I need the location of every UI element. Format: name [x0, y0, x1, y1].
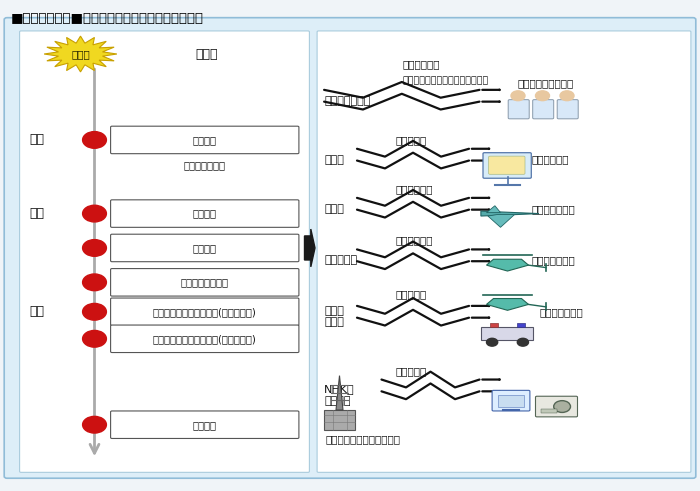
Text: ５分: ５分: [29, 305, 44, 318]
Text: 震度速報: 震度速報: [193, 135, 217, 145]
Circle shape: [536, 91, 550, 101]
Bar: [541, 409, 556, 413]
Text: ３分: ３分: [29, 207, 44, 220]
Polygon shape: [488, 215, 514, 227]
Circle shape: [83, 274, 106, 291]
Circle shape: [517, 338, 528, 346]
Text: 震度５弱以上: 震度５弱以上: [395, 236, 433, 246]
Text: 被害状況の調査: 被害状況の調査: [539, 307, 582, 317]
FancyBboxPatch shape: [492, 390, 530, 411]
Text: 震度４以上: 震度４以上: [395, 135, 427, 145]
Polygon shape: [481, 211, 539, 216]
Text: 警察庁
消防庁: 警察庁 消防庁: [324, 306, 344, 327]
Circle shape: [511, 91, 525, 101]
Text: 津波予報: 津波予報: [193, 209, 217, 218]
Bar: [498, 395, 524, 407]
Circle shape: [83, 330, 106, 347]
Text: 海上保安庁: 海上保安庁: [324, 255, 357, 265]
Text: 内閣情報調査室: 内閣情報調査室: [324, 96, 370, 106]
Circle shape: [486, 338, 498, 346]
Text: 震度５弱以上: 震度５弱以上: [395, 184, 433, 194]
Polygon shape: [486, 299, 528, 310]
Polygon shape: [336, 376, 343, 410]
Text: 緊急参集チーム招集: 緊急参集チーム招集: [518, 79, 574, 88]
FancyBboxPatch shape: [111, 200, 299, 227]
Text: 気象庁: 気象庁: [195, 48, 218, 60]
Circle shape: [83, 303, 106, 320]
Circle shape: [83, 132, 106, 148]
Circle shape: [560, 91, 574, 101]
FancyBboxPatch shape: [4, 18, 696, 478]
Text: 震源・震度に関する情報(震度３以上): 震源・震度に関する情報(震度３以上): [153, 307, 257, 317]
FancyBboxPatch shape: [20, 31, 309, 472]
Polygon shape: [486, 206, 500, 213]
Text: 地　震: 地 震: [71, 49, 90, 59]
FancyBboxPatch shape: [557, 100, 578, 119]
FancyBboxPatch shape: [111, 269, 299, 296]
Circle shape: [83, 205, 106, 222]
FancyBboxPatch shape: [317, 31, 691, 472]
Text: 防衛庁: 防衛庁: [324, 204, 344, 214]
FancyBboxPatch shape: [489, 156, 525, 174]
Polygon shape: [486, 259, 528, 271]
FancyBboxPatch shape: [508, 100, 529, 119]
Text: 震度６弱以上: 震度６弱以上: [402, 59, 440, 69]
Text: ２分: ２分: [29, 134, 44, 146]
FancyBboxPatch shape: [483, 153, 531, 178]
Circle shape: [83, 416, 106, 433]
Text: （東京都２３区内震度５強以上）: （東京都２３区内震度５強以上）: [402, 77, 489, 85]
Text: 津波情報: 津波情報: [193, 420, 217, 430]
Text: 津波情報: 津波情報: [193, 243, 217, 253]
Bar: [517, 323, 525, 327]
Text: 震度４以上: 震度４以上: [395, 290, 427, 300]
Text: 地震被害推計: 地震被害推計: [532, 155, 570, 164]
Text: 震源に関する情報: 震源に関する情報: [181, 277, 229, 287]
Polygon shape: [44, 36, 117, 72]
Polygon shape: [304, 229, 315, 267]
FancyBboxPatch shape: [111, 234, 299, 262]
FancyBboxPatch shape: [111, 325, 299, 353]
Text: 内閣府: 内閣府: [324, 155, 344, 164]
FancyBboxPatch shape: [536, 396, 578, 417]
Text: NHK等
放送機関: NHK等 放送機関: [324, 384, 355, 406]
Circle shape: [83, 240, 106, 256]
Text: 被害状況の調査: 被害状況の調査: [532, 255, 575, 265]
FancyBboxPatch shape: [111, 411, 299, 438]
Text: 各地の震度に関する情報(震度１以上): 各地の震度に関する情報(震度１以上): [153, 334, 257, 344]
Text: （震度３以上）: （震度３以上）: [183, 161, 225, 170]
Text: ■図２－４－２■　地震発生直後の震度情報の活用: ■図２－４－２■ 地震発生直後の震度情報の活用: [10, 12, 204, 25]
Circle shape: [554, 401, 570, 412]
Text: ラジオ、テレビによる速報: ラジオ、テレビによる速報: [326, 435, 400, 444]
Text: 震度１以上: 震度１以上: [395, 366, 427, 376]
Bar: [324, 410, 355, 430]
FancyBboxPatch shape: [111, 298, 299, 326]
Text: 被害状況の調査: 被害状況の調査: [532, 204, 575, 214]
Bar: [490, 323, 498, 327]
FancyBboxPatch shape: [533, 100, 554, 119]
FancyBboxPatch shape: [111, 126, 299, 154]
Bar: [481, 327, 533, 340]
